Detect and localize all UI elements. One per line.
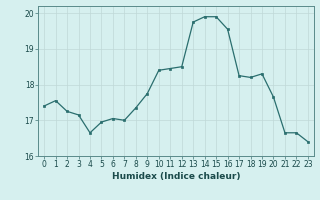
X-axis label: Humidex (Indice chaleur): Humidex (Indice chaleur): [112, 172, 240, 181]
